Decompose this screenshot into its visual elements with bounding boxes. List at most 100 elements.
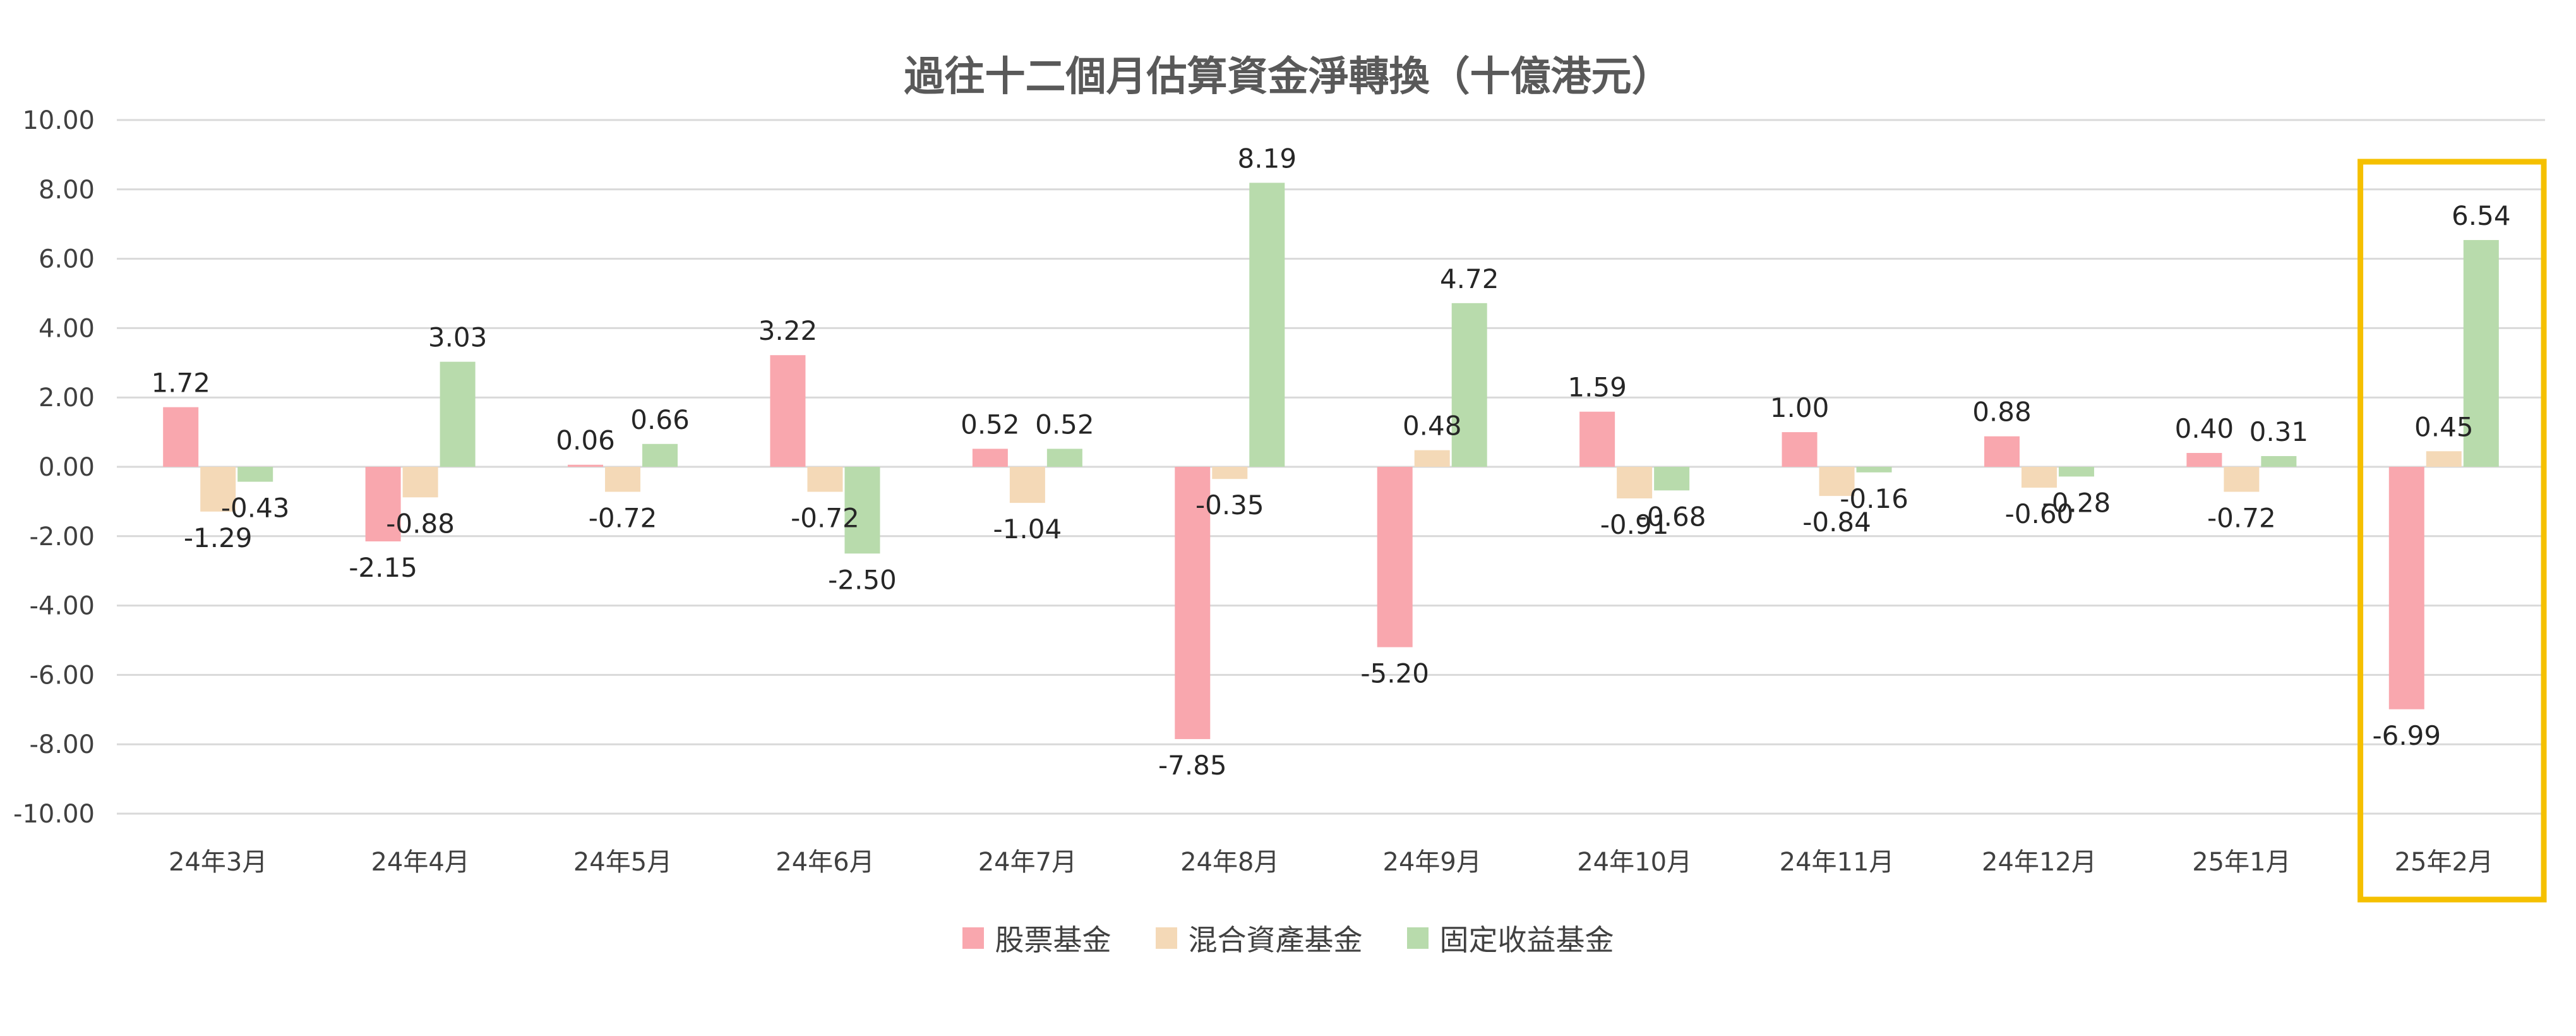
x-category-label: 24年11月 [1780,848,1895,877]
bar [2426,451,2462,467]
data-label: 0.45 [2414,411,2474,442]
data-label: -0.43 [221,493,290,524]
bar [1009,467,1045,503]
legend-item: 固定收益基金 [1406,917,1614,959]
x-category-label: 25年1月 [2192,848,2291,877]
bar [2021,467,2057,488]
data-labels: 1.72 -1.29-0.43 -2.15 -0.88 3.03 0.06 -0.72 0.6… [151,143,2510,781]
bar [1856,467,1892,473]
data-label: 1.72 [151,368,210,399]
bar [365,467,401,542]
data-label: -0.16 [1840,483,1908,514]
y-tick-label: 4.00 [39,314,95,343]
bar [2224,467,2260,492]
bar [1984,436,2020,467]
data-label: -0.28 [2042,487,2111,518]
bar [237,467,273,482]
legend-label: 固定收益基金 [1439,923,1614,957]
data-label: -0.91 [1600,509,1669,540]
bar [1819,467,1855,497]
data-label: 0.66 [630,404,690,435]
y-tick-label: 8.00 [39,176,95,205]
data-label: 0.31 [2250,416,2309,447]
legend-label: 股票基金 [995,923,1111,957]
legend-swatch [1406,927,1429,949]
bar [2058,467,2094,477]
legend-swatch [962,927,984,949]
y-tick-label: -6.00 [30,661,95,690]
data-label: 1.00 [1770,392,1830,423]
data-label: -0.84 [1802,507,1871,538]
bar [2186,453,2222,467]
data-label: 0.06 [556,425,615,456]
bar [1175,467,1211,739]
data-label: -0.60 [2005,498,2074,529]
x-category-label: 24年7月 [978,848,1077,877]
bar [1451,303,1487,467]
legend-item: 混合資產基金 [1155,917,1363,959]
x-category-label: 24年8月 [1180,848,1279,877]
bar [1782,432,1818,467]
legend-label: 混合資產基金 [1188,923,1363,957]
data-label: 8.19 [1238,143,1297,174]
x-category-label: 24年5月 [573,848,672,877]
data-label: 0.52 [961,409,1020,440]
x-category-label: 24年12月 [1982,848,2097,877]
bar [1654,467,1690,491]
bar [402,467,438,498]
gridlines [117,119,2545,815]
x-category-label: 24年9月 [1383,848,1482,877]
x-category-label: 24年6月 [776,848,874,877]
bar [2463,239,2499,467]
y-tick-label: 2.00 [39,383,95,413]
data-label: 1.59 [1567,372,1627,403]
y-tick-label: -10.00 [13,800,95,829]
x-category-label: 24年10月 [1577,848,1692,877]
bar [770,355,806,467]
data-label: -7.85 [1158,750,1227,781]
data-label: -0.72 [2207,503,2276,534]
data-label: -0.88 [386,508,455,539]
bar [568,464,604,467]
data-label: 4.72 [1440,263,1499,294]
legend: 股票基金 混合資產基金 固定收益基金 [0,917,2576,959]
data-label: -0.68 [1638,501,1706,532]
data-label: 6.54 [2452,200,2511,231]
y-axis-ticks: 10.00 8.00 6.00 4.00 2.00 0.00 -2.00 -4.00 -6.00… [13,106,95,829]
data-label: -2.15 [349,552,417,583]
x-category-label: 25年2月 [2395,848,2493,877]
bar [972,449,1008,467]
bar [844,467,880,554]
y-tick-label: -2.00 [30,522,95,551]
data-label: -5.20 [1360,658,1429,689]
legend-item: 股票基金 [962,917,1111,959]
data-label: 3.03 [428,322,488,353]
data-label: 0.88 [1972,397,2032,428]
y-tick-label: -8.00 [30,730,95,759]
x-category-label: 24年3月 [169,848,267,877]
bar [1579,411,1615,467]
bar [200,467,236,512]
bar [1212,467,1248,479]
data-label: 3.22 [758,315,818,346]
x-category-label: 24年4月 [371,848,469,877]
data-label: -1.29 [184,522,253,553]
data-label: -0.72 [589,503,657,534]
bar [2388,467,2424,709]
bar [1414,450,1450,467]
y-tick-label: 6.00 [39,245,95,274]
x-axis-categories: 24年3月 24年4月 24年5月 24年6月 24年7月 24年8月 24年9月 24年10… [169,848,2493,877]
bar [807,467,843,492]
data-label: 0.52 [1035,409,1094,440]
bar [1249,183,1285,467]
bar [2261,455,2297,467]
bar [1377,467,1413,648]
y-tick-label: 0.00 [39,453,95,482]
data-label: -0.72 [791,503,860,534]
bar [1617,467,1653,498]
chart-title: 過往十二個月估算資金淨轉換（十億港元） [904,54,1672,100]
highlight-box [2357,159,2547,903]
bars [163,183,2499,739]
bar [163,407,199,467]
